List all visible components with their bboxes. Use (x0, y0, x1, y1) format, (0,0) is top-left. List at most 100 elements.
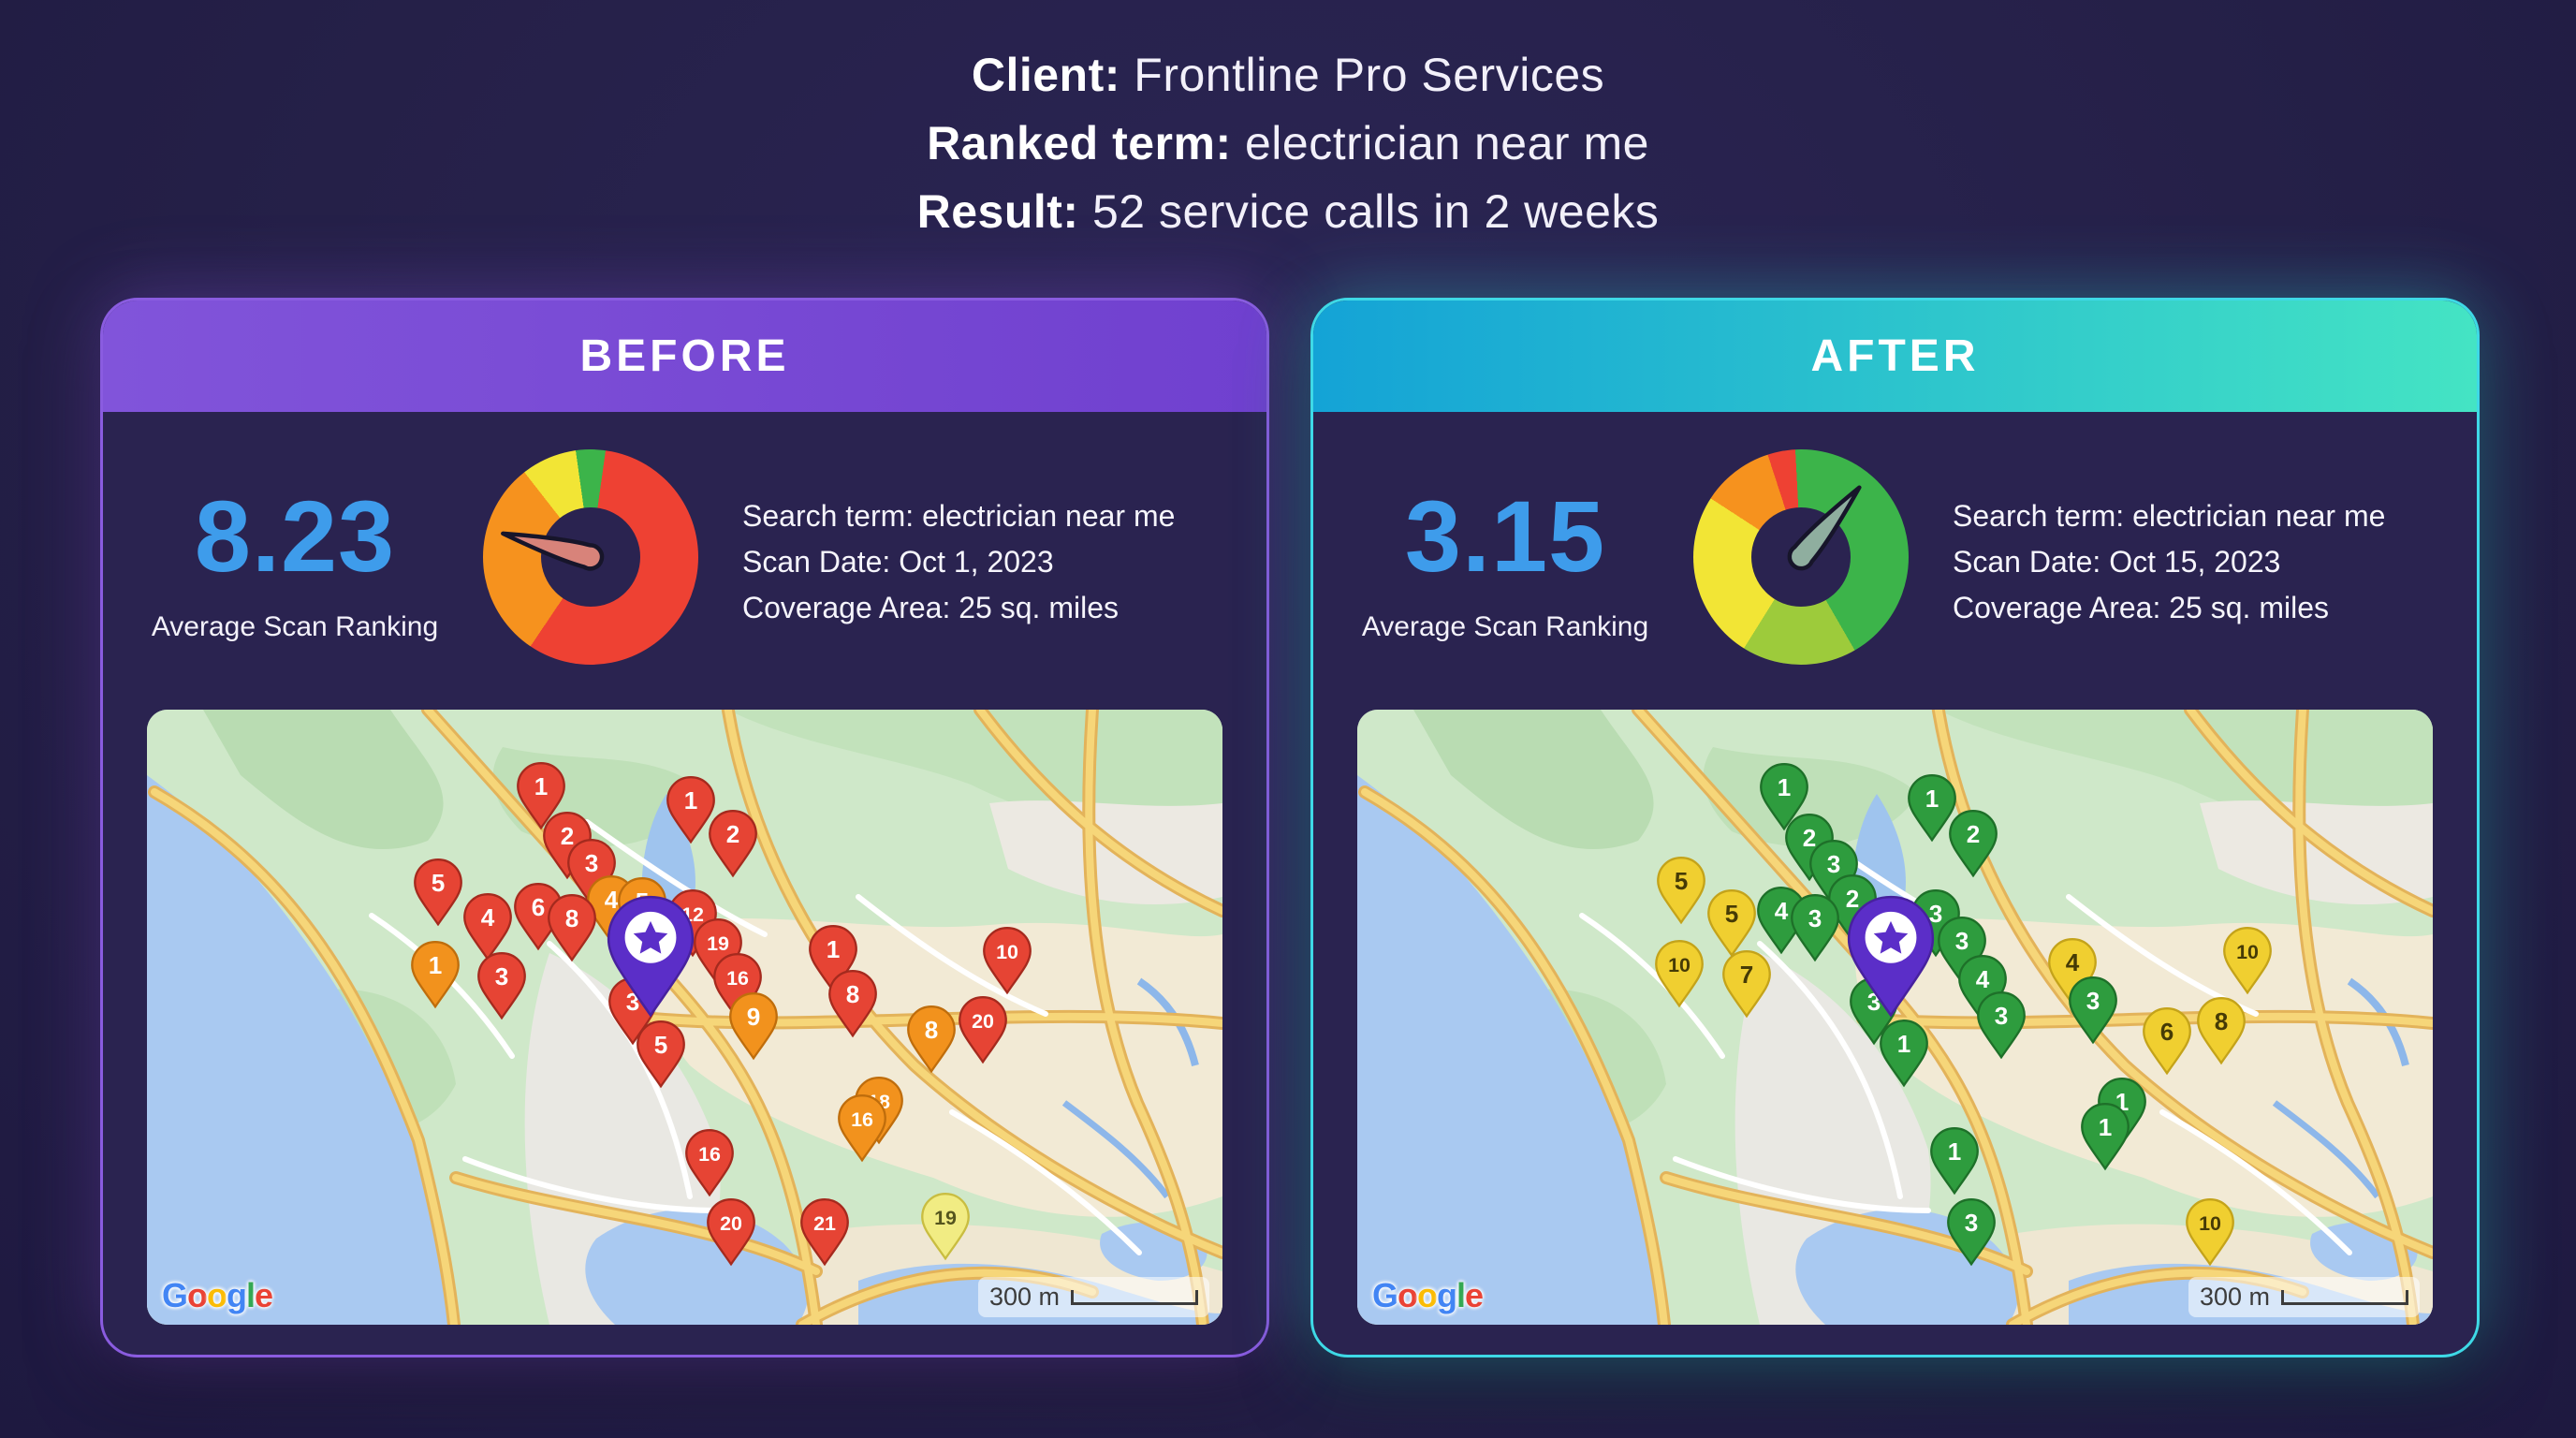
svg-text:1: 1 (1778, 773, 1792, 801)
svg-text:8: 8 (565, 904, 579, 932)
map-pin[interactable]: 4 (2046, 936, 2099, 1006)
map-pin[interactable]: 8 (827, 968, 879, 1038)
svg-text:6: 6 (2160, 1018, 2174, 1046)
map-pin[interactable]: 8 (905, 1005, 958, 1075)
svg-text:9: 9 (747, 1003, 761, 1031)
pins-layer-before: 1 1 2 2 3 5 4 5 6 12 4 8 19 1 10 1 16 3 (147, 710, 1222, 1325)
svg-text:1: 1 (827, 935, 841, 963)
svg-text:3: 3 (1929, 900, 1943, 928)
before-scan-info: Search term: electrician near me Scan Da… (742, 493, 1266, 631)
svg-text:6: 6 (532, 893, 546, 921)
map-background (1357, 710, 2433, 1325)
before-panel-header: BEFORE (103, 301, 1266, 412)
after-panel-title: AFTER (1810, 331, 1980, 381)
map-pin[interactable]: 8 (2195, 995, 2247, 1065)
map-pin[interactable]: 4 (1956, 953, 2009, 1023)
google-logo-letter: o (1417, 1276, 1438, 1314)
map-pin[interactable]: 21 (798, 1196, 851, 1267)
map-pin[interactable]: 20 (705, 1196, 757, 1267)
after-panel-header: AFTER (1313, 301, 2477, 412)
before-map[interactable]: 1 1 2 2 3 5 4 5 6 12 4 8 19 1 10 1 16 3 (147, 710, 1222, 1325)
svg-text:2: 2 (1802, 824, 1816, 852)
map-pin[interactable]: 19 (919, 1191, 972, 1261)
map-pin[interactable]: 3 (1910, 888, 1962, 958)
map-pin[interactable]: 4 (1755, 885, 1808, 955)
svg-text:16: 16 (851, 1108, 873, 1131)
map-pin[interactable]: 5 (1705, 888, 1758, 958)
map-scale-bar: 300 m (977, 1277, 1209, 1317)
map-pin[interactable]: 2 (707, 808, 759, 878)
map-pin[interactable]: 1 (665, 774, 717, 844)
svg-text:8: 8 (2214, 1007, 2228, 1035)
svg-text:3: 3 (584, 849, 598, 877)
map-pin[interactable]: 10 (2221, 925, 2274, 995)
svg-text:4: 4 (1975, 965, 1989, 993)
map-pin[interactable]: 2 (541, 810, 593, 880)
header-value: 52 service calls in 2 weeks (1078, 185, 1660, 238)
map-pin[interactable]: 1 (1878, 1018, 1930, 1088)
svg-text:16: 16 (698, 1143, 721, 1166)
map-pin[interactable]: 5 (412, 858, 464, 928)
svg-text:20: 20 (972, 1010, 994, 1033)
svg-text:2: 2 (1845, 885, 1859, 913)
google-logo-letter: e (255, 1276, 273, 1314)
gauge-needle-before (501, 531, 605, 571)
google-logo-letter: o (207, 1276, 227, 1314)
coverage-area-text: Coverage Area: 25 sq. miles (1953, 591, 2329, 624)
map-pin[interactable]: 5 (635, 1019, 687, 1089)
map-scale-bracket-icon (2281, 1289, 2408, 1305)
after-score-caption: Average Scan Ranking (1361, 611, 1649, 642)
map-pin[interactable]: 16 (836, 1093, 888, 1163)
svg-text:19: 19 (934, 1207, 957, 1229)
map-pin[interactable]: 5 (1655, 856, 1707, 926)
after-panel: AFTER 3.15 Average Scan Ranking Search t… (1310, 298, 2480, 1357)
map-pin[interactable]: 3 (1975, 990, 2027, 1060)
map-pin[interactable]: 1 (409, 940, 461, 1010)
map-pin[interactable]: 8 (546, 892, 598, 962)
map-pin[interactable]: 10 (981, 925, 1033, 995)
map-terrain (147, 710, 1222, 1325)
map-pin[interactable]: 2 (1783, 813, 1836, 883)
svg-text:4: 4 (605, 886, 619, 914)
map-pin[interactable]: 3 (2067, 975, 2119, 1045)
svg-text:1: 1 (684, 786, 698, 814)
map-pin[interactable]: 1 (1906, 773, 1958, 844)
map-pin[interactable]: 3 (476, 950, 528, 1020)
google-logo-before: Google (162, 1276, 273, 1315)
map-pin[interactable]: 7 (1720, 948, 1773, 1019)
map-pin[interactable]: 1 (515, 760, 567, 830)
map-pin[interactable]: 2 (1947, 808, 1999, 878)
map-pin[interactable]: 9 (727, 990, 780, 1061)
client-location-star-pin[interactable] (604, 893, 697, 1018)
search-term-text: Search term: electrician near me (742, 499, 1176, 533)
map-pin[interactable]: 6 (2141, 1006, 2193, 1077)
header: Client: Frontline Pro Services Ranked te… (0, 41, 2576, 246)
svg-text:1: 1 (2098, 1113, 2112, 1141)
map-pin[interactable]: 10 (1653, 938, 1705, 1008)
svg-text:16: 16 (726, 967, 749, 990)
scan-date-text: Scan Date: Oct 1, 2023 (742, 545, 1054, 579)
map-pin[interactable]: 20 (957, 994, 1009, 1064)
map-pin[interactable]: 1 (1758, 761, 1810, 831)
svg-text:5: 5 (1725, 900, 1739, 928)
map-pin[interactable]: 3 (1789, 892, 1841, 962)
after-score-block: 3.15 Average Scan Ranking (1341, 484, 1669, 643)
svg-text:8: 8 (845, 980, 859, 1008)
map-pin[interactable]: 10 (2184, 1196, 2236, 1267)
map-pin[interactable]: 1 (1928, 1125, 1981, 1196)
svg-text:2: 2 (1967, 820, 1981, 848)
after-map[interactable]: 1 1 2 2 3 5 2 4 3 5 3 3 10 4 10 7 4 3 (1357, 710, 2433, 1325)
map-pin[interactable]: 6 (512, 881, 564, 951)
header-label: Ranked term: (927, 117, 1232, 169)
map-pin[interactable]: 1 (2079, 1101, 2131, 1171)
client-location-star-pin[interactable] (1844, 893, 1938, 1018)
google-logo-letter: G (162, 1276, 188, 1314)
map-pin[interactable]: 16 (683, 1127, 736, 1197)
search-term-text: Search term: electrician near me (1953, 499, 2386, 533)
pins-layer-after: 1 1 2 2 3 5 2 4 3 5 3 3 10 4 10 7 4 3 (1357, 710, 2433, 1325)
map-scale-bar: 300 m (2188, 1277, 2420, 1317)
header-value: Frontline Pro Services (1120, 49, 1605, 101)
map-pin[interactable]: 3 (1945, 1196, 1998, 1267)
google-logo-letter: o (187, 1276, 208, 1314)
